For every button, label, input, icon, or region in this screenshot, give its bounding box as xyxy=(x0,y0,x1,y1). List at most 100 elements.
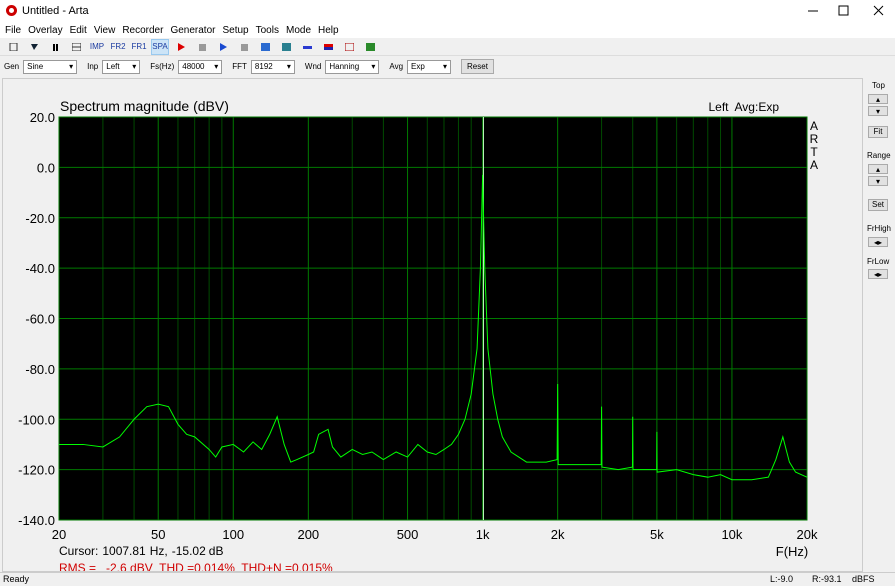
frlow-arrows[interactable]: ◂▸ xyxy=(868,269,888,279)
tool-meter[interactable] xyxy=(298,39,316,55)
control-label: Fs(Hz) xyxy=(150,62,175,71)
tool-pause[interactable] xyxy=(46,39,64,55)
menu-item[interactable]: Mode xyxy=(285,24,311,36)
control-value: 8192 xyxy=(254,62,273,71)
status-bar: Ready L:-9.0 R:-93.1 dBFS xyxy=(0,572,895,586)
mode-button[interactable]: IMP xyxy=(89,42,105,51)
range-up[interactable]: ▴ xyxy=(868,164,888,174)
title-bar: Untitled - Arta xyxy=(0,0,895,22)
menu-item[interactable]: Overlay xyxy=(28,24,63,36)
control-label: Gen xyxy=(4,62,20,71)
status-field: L:-9.0 xyxy=(770,574,794,584)
tool-table[interactable] xyxy=(67,39,85,55)
control-select[interactable]: Exp ▾ xyxy=(407,59,452,74)
dropdown-arrow: ▾ xyxy=(286,62,291,71)
spectrum-chart: -140.0 -120.0 -100.0 -80.0 -60.0 -40.0 -20.0 0.… xyxy=(18,98,821,575)
cursor-readout: Cursor: 1007.81 Hz, -15.02 dB xyxy=(59,544,223,558)
dropdown-arrow: ▾ xyxy=(132,62,137,71)
tool-gen[interactable] xyxy=(256,39,274,55)
y-tick-label: 20.0 xyxy=(30,110,55,125)
tool-stop2[interactable] xyxy=(235,39,253,55)
y-tick-label: -100.0 xyxy=(18,412,55,427)
fit-button[interactable]: Fit xyxy=(868,126,888,138)
cursor-level-unit: dB xyxy=(209,544,224,558)
tool-play[interactable] xyxy=(214,39,232,55)
plot-frame xyxy=(58,116,808,521)
range-down[interactable]: ▾ xyxy=(868,176,888,186)
cursor-freq-unit: Hz, xyxy=(150,544,168,558)
x-tick-label: 20k xyxy=(797,527,818,542)
dropdown-arrow: ▾ xyxy=(371,62,376,71)
tool-scope[interactable] xyxy=(277,39,295,55)
status-field: dBFS xyxy=(852,574,875,584)
x-tick-label: 50 xyxy=(151,527,165,542)
control-select[interactable]: 48000 ▾ xyxy=(178,59,223,74)
mode-button[interactable]: FR2 xyxy=(110,42,126,51)
side-label: ARTA xyxy=(807,119,821,171)
cursor-prefix: Cursor: xyxy=(59,544,98,558)
menu-item[interactable]: Edit xyxy=(69,24,87,36)
tool-stop[interactable] xyxy=(193,39,211,55)
control-value: Hanning xyxy=(329,62,360,71)
control-label: Inp xyxy=(87,62,99,71)
menu-bar: File Overlay Edit View Recorder Generator Setu… xyxy=(0,22,895,38)
cursor-freq: 1007.81 xyxy=(102,544,146,558)
x-tick-label: 100 xyxy=(222,527,244,542)
mode-button[interactable]: FR1 xyxy=(131,42,147,51)
x-tick-label: 20 xyxy=(52,527,66,542)
menu-item[interactable]: File xyxy=(5,24,22,36)
x-tick-label: 2k xyxy=(551,527,565,542)
status-field: Ready xyxy=(3,574,30,584)
menu-item[interactable]: Generator xyxy=(170,24,216,36)
control-label: FFT xyxy=(232,62,247,71)
control-value: 48000 xyxy=(182,62,205,71)
channel-label: Left Avg:Exp xyxy=(709,100,780,114)
control-select[interactable]: Sine ▾ xyxy=(23,59,78,74)
x-tick-label: 10k xyxy=(721,527,742,542)
set-button[interactable]: Set xyxy=(868,199,888,211)
tool-wave[interactable] xyxy=(340,39,358,55)
status-field: R:-93.1 xyxy=(812,574,842,584)
control-value: Exp xyxy=(411,62,425,71)
x-tick-label: 200 xyxy=(297,527,319,542)
menu-item[interactable]: Recorder xyxy=(122,24,164,36)
tool-new[interactable] xyxy=(4,39,22,55)
dropdown-arrow: ▾ xyxy=(69,62,74,71)
menu-item[interactable]: Setup xyxy=(222,24,249,36)
chart-title: Spectrum magnitude (dBV) xyxy=(60,98,229,114)
frhigh-label: FrHigh xyxy=(867,224,892,233)
x-tick-label: 500 xyxy=(397,527,419,542)
menu-item[interactable]: Help xyxy=(318,24,339,36)
cursor-level: -15.02 xyxy=(172,544,206,558)
control-bar: Gen Sine ▾ Inp Left ▾ Fs(Hz) 48000 ▾ FFT 8192 ▾ Wnd H… xyxy=(0,57,895,76)
y-tick-label: -140.0 xyxy=(18,513,55,528)
frhigh-arrows[interactable]: ◂▸ xyxy=(868,237,888,247)
top-label: Top xyxy=(872,81,885,90)
y-tick-label: 0.0 xyxy=(37,160,55,175)
control-value: Left xyxy=(106,62,120,71)
measurement-readout: RMS = -2.6 dBV THD =0.014% THD+N =0.015% xyxy=(59,561,333,571)
top-down[interactable]: ▾ xyxy=(868,106,888,116)
control-select[interactable]: Hanning ▾ xyxy=(325,59,380,74)
side-panel: Top ▴ ▾ Fit Range ▴ ▾ Set FrHigh ◂▸ FrLo… xyxy=(864,78,895,572)
x-axis-label: F(Hz) xyxy=(776,544,809,559)
dropdown-arrow: ▾ xyxy=(214,62,219,71)
mode-button[interactable]: SPA xyxy=(151,38,169,55)
y-tick-label: -20.0 xyxy=(25,211,55,226)
tool-open[interactable] xyxy=(25,39,43,55)
control-select[interactable]: Left ▾ xyxy=(102,59,141,74)
window-title: Untitled - Arta xyxy=(22,5,89,17)
menu-item[interactable]: View xyxy=(93,24,116,36)
plot-panel: -140.0 -120.0 -100.0 -80.0 -60.0 -40.0 -20.0 0.… xyxy=(2,78,863,575)
spectrum-line xyxy=(59,174,808,481)
window-buttons[interactable] xyxy=(800,0,895,22)
menu-item[interactable]: Tools xyxy=(255,24,279,36)
tool-flag[interactable] xyxy=(319,39,337,55)
tool-chart[interactable] xyxy=(361,39,379,55)
reset-button[interactable]: Reset xyxy=(461,59,494,74)
tool-record[interactable] xyxy=(172,39,190,55)
control-label: Avg xyxy=(389,62,404,71)
y-tick-label: -80.0 xyxy=(25,362,55,377)
top-up[interactable]: ▴ xyxy=(868,94,888,104)
control-select[interactable]: 8192 ▾ xyxy=(250,59,295,74)
